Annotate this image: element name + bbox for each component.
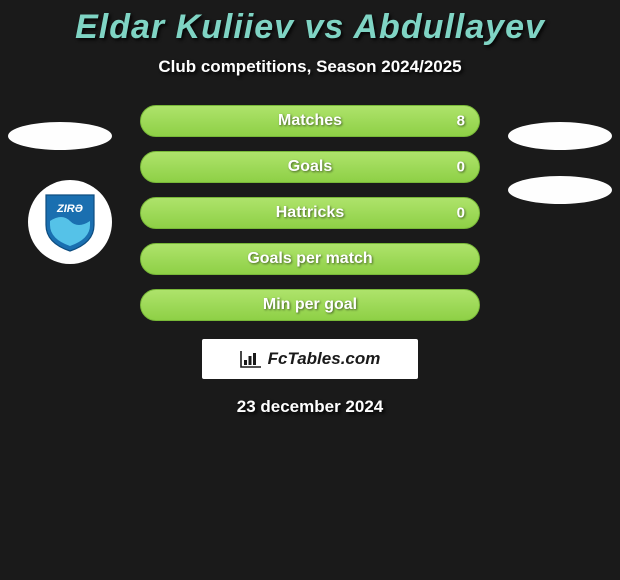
stat-row-goals-per-match: Goals per match [140,243,480,275]
club-name-text: ZIRƏ [56,203,83,215]
brand-link[interactable]: FcTables.com [202,339,418,379]
bar-chart-icon [240,350,262,368]
widget-root: Eldar Kuliiev vs Abdullayev Club competi… [0,0,620,580]
club-crest-icon: ZIRƏ [42,191,98,253]
stat-label: Hattricks [276,204,344,222]
club-badge-left: ZIRƏ [28,180,112,264]
subtitle: Club competitions, Season 2024/2025 [0,57,620,77]
stat-label: Goals [288,158,332,176]
player-photo-placeholder-left [8,122,112,150]
stat-label: Goals per match [247,250,372,268]
stat-label: Matches [278,112,342,130]
stat-value: 8 [457,113,465,130]
stat-row-matches: Matches 8 [140,105,480,137]
stat-row-min-per-goal: Min per goal [140,289,480,321]
stat-row-hattricks: Hattricks 0 [140,197,480,229]
stat-label: Min per goal [263,296,357,314]
stats-list: Matches 8 Goals 0 Hattricks 0 Goals per … [140,105,480,321]
club-photo-placeholder-right [508,176,612,204]
stat-value: 0 [457,205,465,222]
date-text: 23 december 2024 [0,397,620,417]
stat-value: 0 [457,159,465,176]
stat-row-goals: Goals 0 [140,151,480,183]
brand-text: FcTables.com [268,349,381,369]
page-title: Eldar Kuliiev vs Abdullayev [0,8,620,47]
player-photo-placeholder-right [508,122,612,150]
